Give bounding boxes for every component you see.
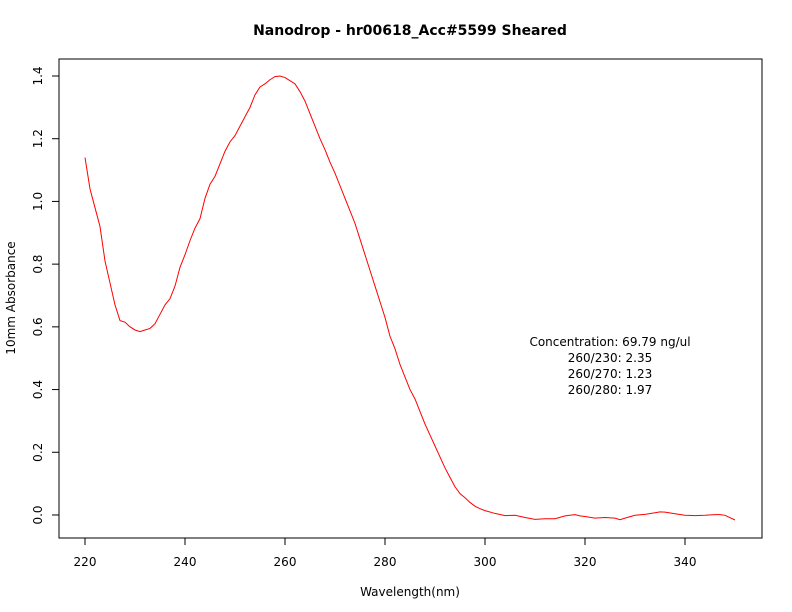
y-tick-label: 0.6	[31, 317, 45, 336]
y-tick-label: 0.2	[31, 443, 45, 462]
y-tick-label: 1.2	[31, 129, 45, 148]
x-tick-label: 220	[74, 555, 97, 569]
x-tick-label: 300	[474, 555, 497, 569]
y-tick-label: 0.4	[31, 380, 45, 399]
y-tick-label: 1.4	[31, 66, 45, 85]
y-axis-label: 10mm Absorbance	[4, 241, 18, 354]
absorbance-line	[84, 75, 736, 521]
x-tick-label: 280	[374, 555, 397, 569]
annotation-ratio-260-280: 260/280: 1.97	[568, 383, 652, 397]
chart-title: Nanodrop - hr00618_Acc#5599 Sheared	[253, 23, 567, 39]
plot-frame	[58, 58, 763, 539]
annotation-ratio-260-230: 260/230: 2.35	[568, 351, 652, 365]
x-tick-label: 320	[574, 555, 597, 569]
y-tick-label: 0.8	[31, 255, 45, 274]
annotation-concentration: Concentration: 69.79 ng/ul	[529, 335, 690, 349]
x-tick-label: 240	[174, 555, 197, 569]
y-axis: 0.0 0.2 0.4 0.6 0.8 1.0 1.2 1.4	[31, 66, 60, 525]
annotation-ratio-260-270: 260/270: 1.23	[568, 367, 652, 381]
x-axis: 220 240 260 280 300 320 340	[74, 537, 697, 569]
annotation-block: Concentration: 69.79 ng/ul 260/230: 2.35…	[529, 335, 690, 397]
x-tick-label: 260	[274, 555, 297, 569]
x-tick-label: 340	[674, 555, 697, 569]
y-tick-label: 1.0	[31, 192, 45, 211]
y-tick-label: 0.0	[31, 505, 45, 524]
x-axis-label: Wavelength(nm)	[360, 585, 460, 599]
